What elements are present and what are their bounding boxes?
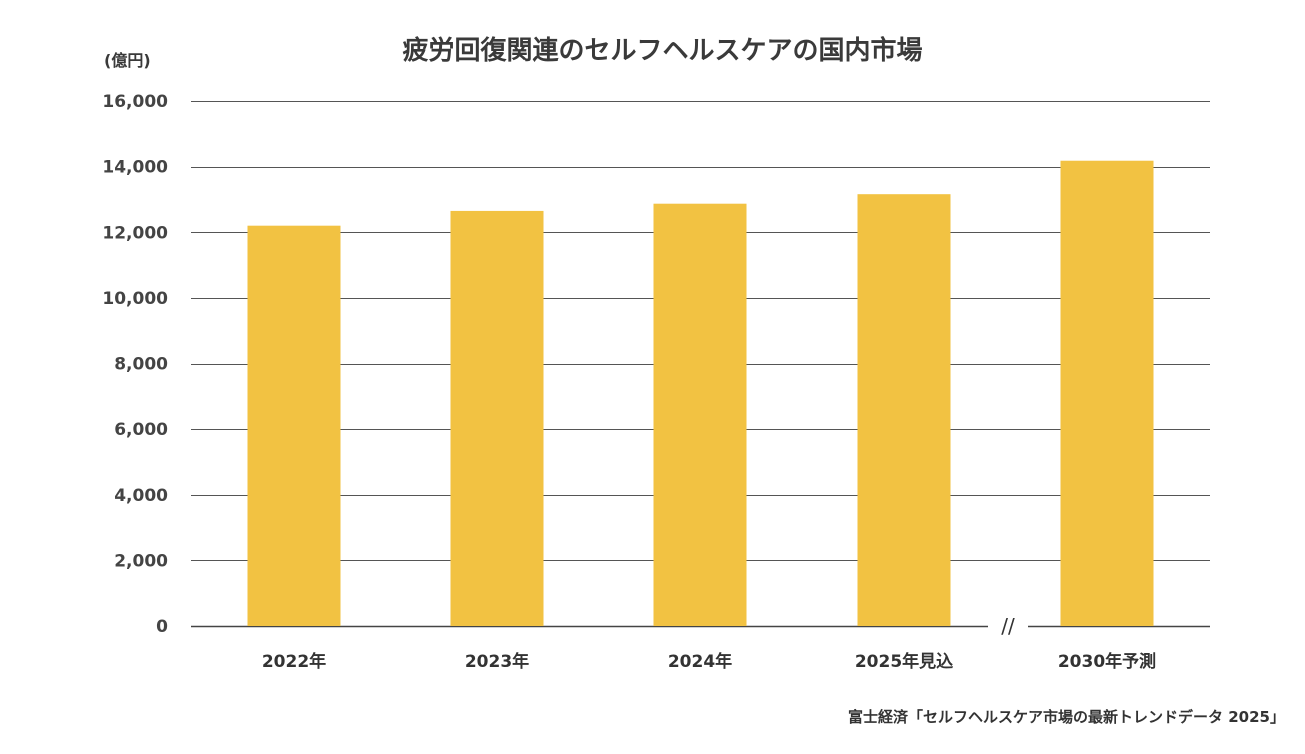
y-tick-label: 12,000 [102,223,168,243]
chart-title: 疲労回復関連のセルフヘルスケアの国内市場 [402,36,923,66]
y-tick-label: 4,000 [114,486,168,506]
y-tick-label: 2,000 [114,551,168,571]
bar [450,210,544,626]
bar [857,194,951,626]
y-tick-label: 6,000 [114,420,168,440]
bars [247,160,1154,626]
x-category-label: 2023年 [465,651,529,672]
axis-break: // [1001,614,1015,638]
y-tick-label: 14,000 [102,158,168,178]
x-category-label: 2024年 [668,651,732,672]
x-axis-categories: 2022年 2023年 2024年 2025年見込 2030年予測 [262,651,1156,672]
bar [653,203,747,626]
y-tick-label: 16,000 [102,92,168,112]
bar [1060,160,1154,626]
axis-break-mark: // [1001,614,1015,638]
y-axis-unit-label: (億円) [104,51,151,70]
x-category-label: 2022年 [262,651,326,672]
y-axis-ticks: 0 2,000 4,000 6,000 8,000 10,000 12,000 14,000 1… [102,92,168,637]
y-tick-label: 10,000 [102,289,168,309]
source-note: 富士経済「セルフヘルスケア市場の最新トレンドデータ 2025」 [848,708,1285,726]
x-category-label: 2030年予測 [1058,651,1156,672]
bar [247,225,341,626]
y-tick-label: 0 [156,617,168,637]
x-category-label: 2025年見込 [855,651,953,672]
y-tick-label: 8,000 [114,355,168,375]
